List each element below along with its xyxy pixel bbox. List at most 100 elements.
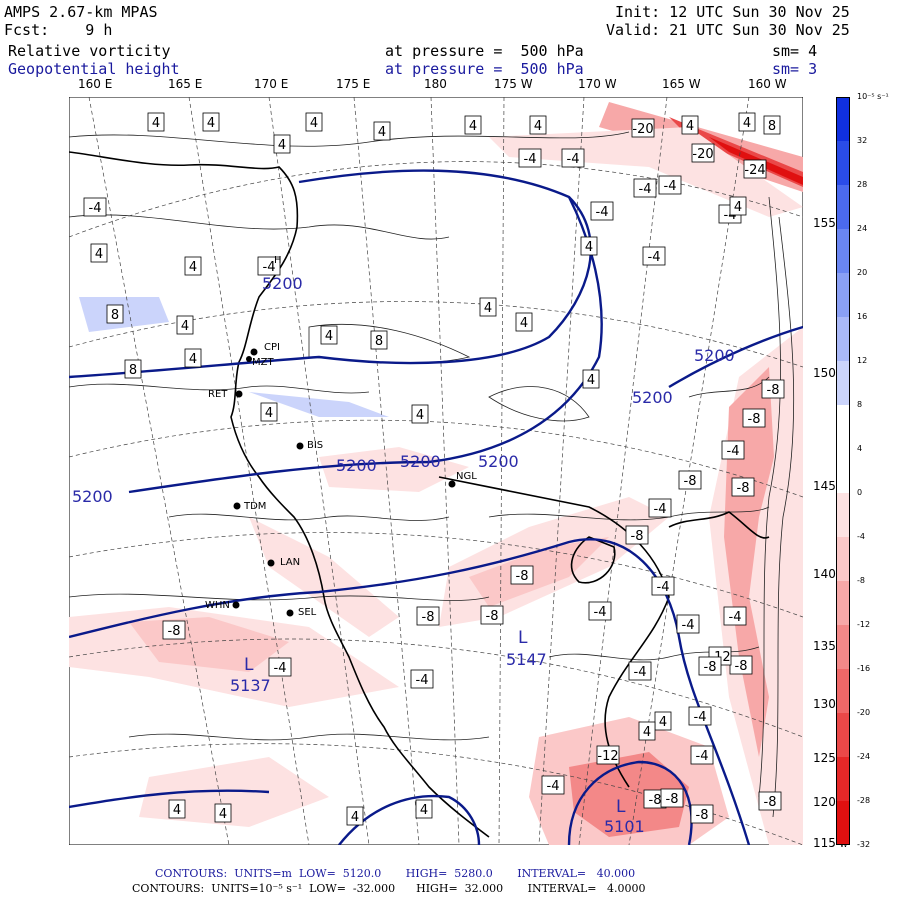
svg-text:-4: -4 [682,618,695,633]
svg-text:4: 4 [310,116,318,131]
model-title: AMPS 2.67-km MPAS [4,3,158,21]
colorbar-swatch [836,97,850,142]
vorticity-value-label: -8 [690,804,714,824]
vorticity-value-label: -8 [742,408,766,428]
colorbar-swatch [836,537,850,582]
vorticity-value-label: 4 [168,799,186,819]
height-label: 5200 [72,487,113,506]
vorticity-value-label: 4 [202,112,220,132]
svg-text:4: 4 [95,247,103,262]
svg-text:-4: -4 [696,749,709,764]
svg-text:4: 4 [181,319,189,334]
svg-text:-8: -8 [767,383,780,398]
vorticity-value-label: -8 [625,525,649,545]
station-label: LAN [280,557,301,568]
svg-text:-4: -4 [594,605,607,620]
vorticity-value-label: 4 [582,369,600,389]
svg-text:4: 4 [659,715,667,730]
vorticity-value-label: -4 [676,614,700,634]
svg-text:-4: -4 [263,260,276,275]
vorticity-value-label: 4 [515,312,533,332]
station-label: MZT [252,357,274,368]
vorticity-value-label: -8 [729,655,753,675]
vorticity-value-label: 4 [729,196,747,216]
svg-text:-4: -4 [634,665,647,680]
lon-label: 175 E [336,77,371,91]
svg-text:-8: -8 [666,792,679,807]
vorticity-value-label: 4 [305,112,323,132]
svg-text:4: 4 [469,119,477,134]
lon-label: 175 W [494,77,533,91]
colorbar-label: -4 [857,532,865,541]
vorticity-value-label: -8 [758,791,782,811]
lon-label: 160 E [78,77,113,91]
colorbar-swatch [836,449,850,494]
height-label: 5200 [478,452,519,471]
vorticity-contours [69,131,795,818]
vorticity-value-label: 4 [260,402,278,422]
colorbar-label: -20 [857,708,871,717]
lon-label: 165 W [662,77,701,91]
height-label: 5200 [262,274,303,293]
colorbar-label: -12 [857,620,871,629]
vorticity-value-label: -8 [761,379,785,399]
vorticity-value-label: -12 [596,745,620,765]
vorticity-value-label: -8 [731,477,755,497]
svg-text:-8: -8 [737,481,750,496]
vorticity-value-label: -4 [723,606,747,626]
vorticity-value-label: -4 [268,657,292,677]
colorbar-swatch [836,669,850,714]
colorbar-swatch [836,317,850,362]
svg-text:-4: -4 [664,179,677,194]
svg-text:-8: -8 [649,793,662,808]
svg-text:4: 4 [420,803,428,818]
svg-text:-4: -4 [596,205,609,220]
vorticity-contour-info: CONTOURS: UNITS=10⁻⁵ s⁻¹ LOW= -32.000 HI… [132,882,646,895]
low-value: 5101 [604,817,645,836]
init-time: Init: 12 UTC Sun 30 Nov 25 [615,3,850,21]
map-panel: 4 4 4 4 4 4 4 4 4 -20 -20 -24 -4 -4 -4 -4 -4 -4 -4 -4 4 4 4 4 -4… [69,97,803,845]
svg-text:-4: -4 [567,152,580,167]
colorbar-swatch [836,229,850,274]
lon-label: 170 W [578,77,617,91]
height-label: 5200 [632,388,673,407]
height-contours [69,169,803,845]
station-markers [232,348,456,617]
station-label: CPI [264,342,280,353]
svg-text:-4: -4 [416,673,429,688]
svg-text:8: 8 [129,363,137,378]
svg-text:-8: -8 [748,412,761,427]
vorticity-value-label: -20 [631,118,655,138]
height-contour-info: CONTOURS: UNITS=m LOW= 5120.0 HIGH= 5280… [155,867,636,880]
svg-text:-8: -8 [704,660,717,675]
svg-text:4: 4 [734,200,742,215]
vorticity-value-label: -4 [688,706,712,726]
colorbar-label: 4 [857,444,863,453]
svg-text:-4: -4 [729,610,742,625]
low-value: 5147 [506,650,547,669]
svg-text:4: 4 [173,803,181,818]
height-label: 5200 [400,452,441,471]
svg-text:-24: -24 [744,163,765,178]
height-label: 5200 [336,456,377,475]
vorticity-value-label: 4 [373,121,391,141]
svg-text:-8: -8 [168,624,181,639]
vorticity-value-label: -4 [690,745,714,765]
vorticity-value-label: 4 [273,134,291,154]
colorbar-swatch [836,141,850,186]
colorbar-swatch [836,361,850,406]
field1-pressure: at pressure = 500 hPa [385,42,584,60]
vorticity-value-label: 4 [346,806,364,826]
vorticity-value-label: -8 [660,788,684,808]
vorticity-value-label: -8 [162,620,186,640]
forecast-hour: Fcst: 9 h [4,21,113,39]
vorticity-value-label: -8 [416,606,440,626]
svg-text:-4: -4 [524,152,537,167]
vorticity-value-label: 4 [464,115,482,135]
svg-text:-8: -8 [516,569,529,584]
station-label: H [274,255,282,266]
vorticity-value-label: 4 [214,803,232,823]
colorbar-label: 24 [857,224,868,233]
svg-text:4: 4 [189,260,197,275]
vorticity-value-label: -20 [691,143,715,163]
